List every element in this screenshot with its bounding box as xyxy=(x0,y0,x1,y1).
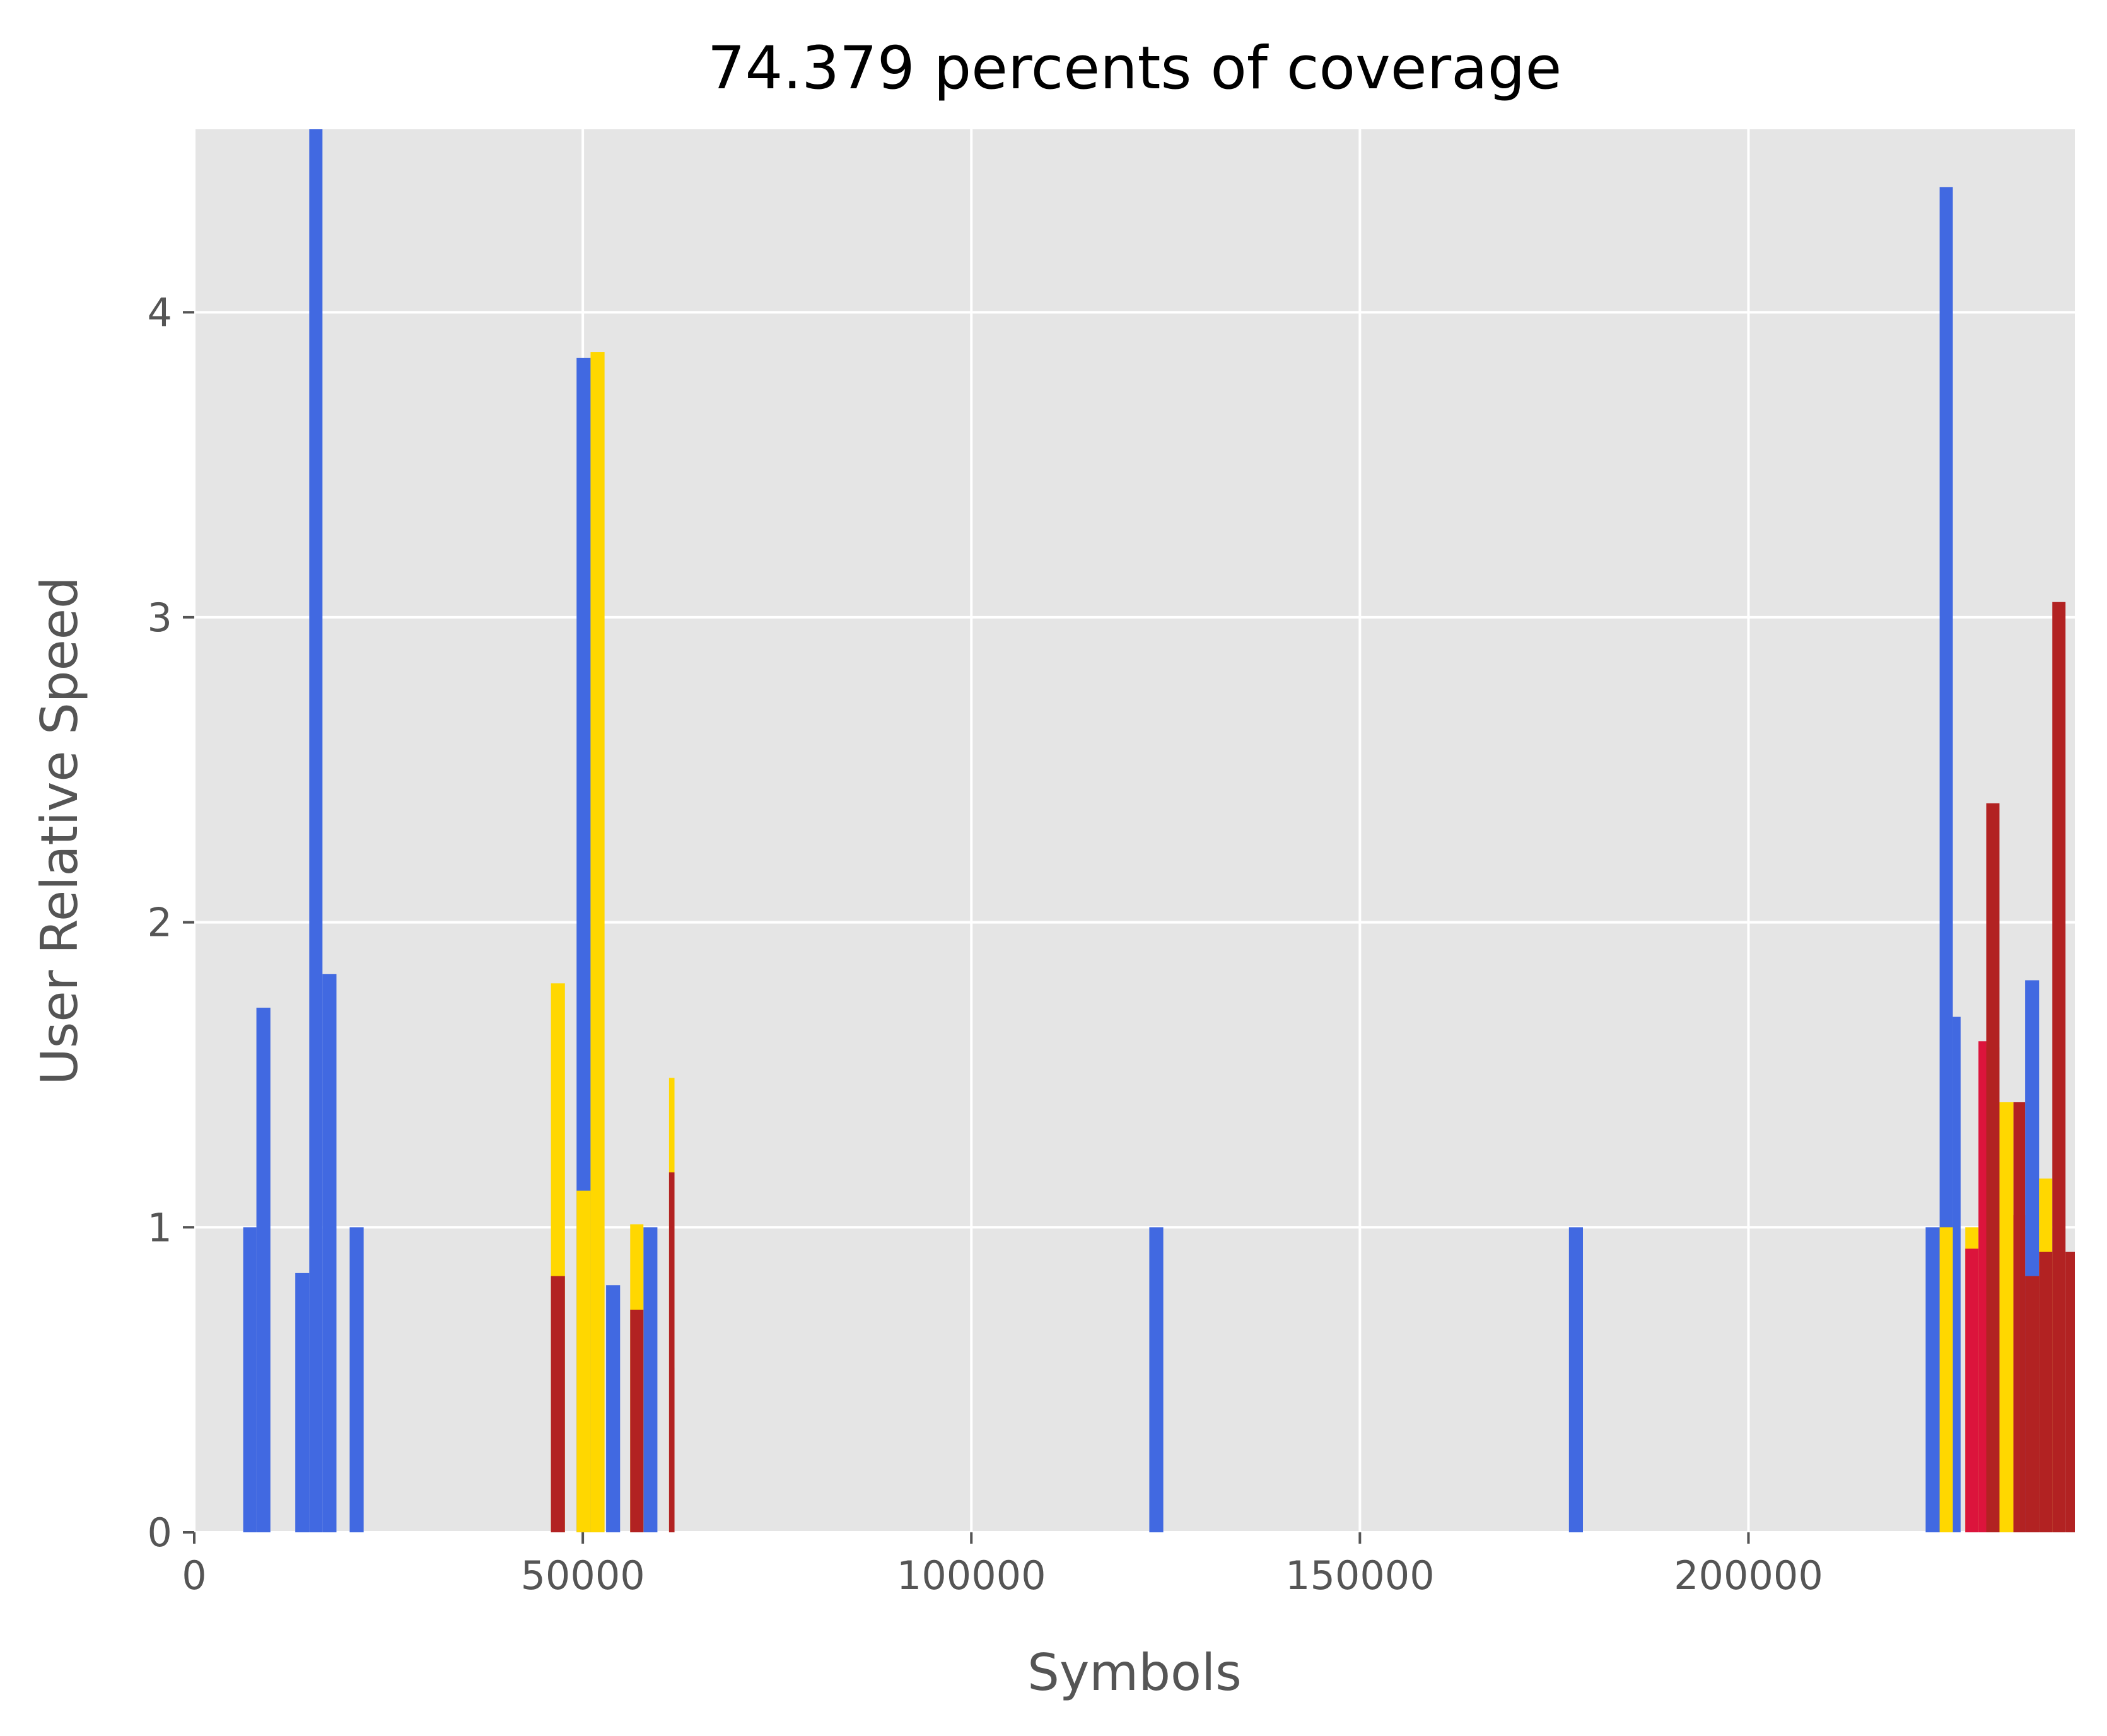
bar xyxy=(309,129,323,1532)
bar xyxy=(349,1227,364,1532)
bar xyxy=(643,1227,658,1532)
x-tick-label: 50000 xyxy=(520,1552,645,1599)
bar xyxy=(1939,1227,1953,1532)
y-tick-label: 1 xyxy=(148,1204,172,1250)
y-tick-label: 4 xyxy=(148,289,172,335)
bar xyxy=(576,1191,591,1532)
bar xyxy=(1965,1249,1979,1532)
chart-title: 74.379 percents of coverage xyxy=(708,34,1562,103)
y-tick-label: 3 xyxy=(148,595,172,641)
bar xyxy=(1925,1227,1940,1532)
bar xyxy=(606,1285,621,1532)
y-axis-label: User Relative Speed xyxy=(30,576,89,1085)
bar xyxy=(322,974,337,1532)
x-tick-label: 100000 xyxy=(897,1552,1046,1599)
bar xyxy=(243,1227,257,1532)
bar xyxy=(590,352,605,1532)
x-axis-label: Symbols xyxy=(1027,1643,1242,1702)
bar xyxy=(1952,1017,1961,1532)
bar xyxy=(2013,1102,2026,1532)
y-tick-label: 0 xyxy=(148,1510,172,1556)
bar xyxy=(1568,1227,1583,1532)
axis-ticks: 0 50000 100000 150000 200000 0 1 2 3 4 xyxy=(148,289,1823,1599)
bar xyxy=(1986,803,2000,1532)
bar xyxy=(630,1309,644,1532)
x-tick-label: 0 xyxy=(182,1552,206,1599)
bar xyxy=(2052,602,2066,1532)
bar xyxy=(1978,1041,1987,1532)
bars xyxy=(243,129,2075,1533)
bar xyxy=(1999,1102,2014,1532)
bar xyxy=(1939,187,1953,1533)
x-tick-label: 150000 xyxy=(1285,1552,1435,1599)
bar xyxy=(668,1172,675,1532)
bar xyxy=(1149,1227,1164,1532)
x-tick-label: 200000 xyxy=(1674,1552,1823,1599)
bar xyxy=(295,1273,310,1532)
y-tick-label: 2 xyxy=(148,900,172,946)
bar xyxy=(551,1276,565,1532)
plot-area xyxy=(194,129,2075,1532)
bar xyxy=(2025,1276,2040,1532)
bar xyxy=(2039,1252,2053,1532)
bar xyxy=(256,1008,271,1532)
bar xyxy=(2065,1252,2075,1532)
